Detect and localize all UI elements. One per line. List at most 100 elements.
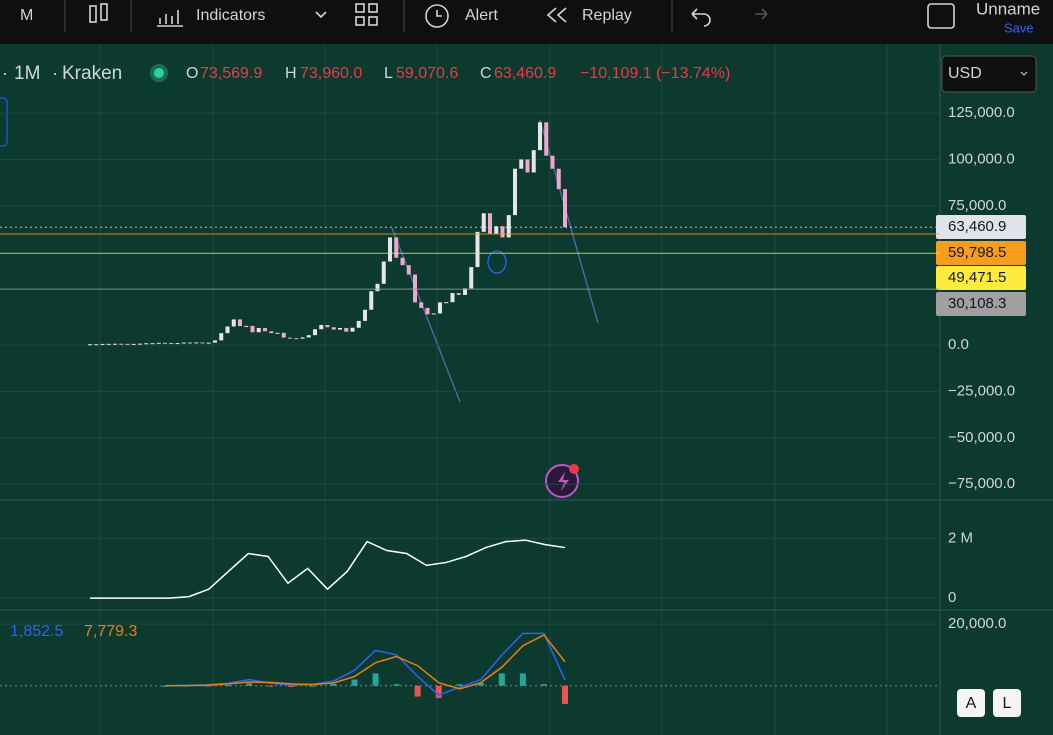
candle [256,327,261,333]
candle [338,327,342,330]
histogram-bar [540,684,547,686]
auto-scale-button[interactable] [957,689,985,717]
price-tag [936,266,1026,290]
candle [119,343,124,345]
status-dot [154,68,164,78]
candle [250,325,255,333]
legend-exchange: Kraken [62,63,122,84]
y-tick-label: 125,000.0 [948,104,1015,121]
candle [275,332,280,334]
candle [306,335,311,338]
candle [181,342,186,344]
candle [281,332,286,338]
ohlc-value: 63,460.9 [494,65,556,82]
ohlc-label: C [480,65,492,82]
legend-dot: · [52,63,58,83]
candle [325,324,330,328]
indicators-button[interactable]: Indicators [196,7,265,24]
ohlc-label: H [285,65,297,82]
macd-legend-value: 1,852.5 [10,623,63,640]
y-tick-label: 0 [948,589,956,606]
candle [369,291,374,310]
candle [394,237,399,258]
ohlc-label: L [384,65,393,82]
y-tick-label: 75,000.0 [948,197,1006,214]
candle [438,302,442,314]
side-tab[interactable] [0,97,8,147]
candle [475,231,480,268]
candle [388,237,392,262]
histogram-bar [456,684,463,686]
candle [200,342,205,344]
assistant-icon[interactable] [545,464,579,498]
interval-button[interactable]: M [20,7,33,24]
candle [538,122,542,151]
price-tag-label: 63,460.9 [948,218,1006,235]
candle [225,326,230,334]
candle [244,325,249,327]
y-tick-label: −50,000.0 [948,429,1015,446]
save-label[interactable]: Save [1004,20,1034,35]
price-tag-label: 59,798.5 [948,244,1006,261]
candle [531,150,536,173]
candle [400,257,405,266]
candle [331,327,336,330]
histogram-bar [519,673,526,686]
candle [494,226,499,234]
button-label[interactable]: L [1003,695,1012,712]
histogram-bar [162,685,168,687]
histogram-bar [372,673,379,686]
candle [525,159,530,173]
candle [431,313,436,315]
candle [138,343,142,345]
legend-dot: · [2,63,8,83]
candle [313,329,317,336]
volume-line [90,539,566,599]
candle [556,168,561,190]
candle [413,274,417,303]
candle [488,213,492,234]
currency-select[interactable] [941,55,1037,93]
candle [131,343,136,345]
histogram-bar [267,685,274,687]
histogram-bar [414,685,421,697]
histogram-bar [246,683,253,686]
candle [288,337,292,339]
candle [563,189,567,228]
candle [550,155,555,169]
candle [444,302,449,304]
candle [363,309,367,321]
candle [169,342,174,344]
y-tick-label: −75,000.0 [948,475,1015,492]
price-tag [936,241,1026,265]
candle [463,288,467,295]
currency-label[interactable]: USD [948,65,982,82]
histogram-bar [393,684,400,686]
candle [300,337,305,339]
alert-button[interactable]: Alert [465,7,498,24]
candle [100,343,105,345]
candle [406,265,411,275]
button-label[interactable]: A [966,695,977,712]
candle [469,267,474,289]
histogram-bar [435,685,442,699]
candle [175,343,180,345]
candle [231,319,236,327]
replay-button[interactable]: Replay [582,7,632,24]
candle [144,343,149,345]
candle [188,342,192,344]
macd-line [164,633,566,690]
log-scale-button[interactable] [993,689,1021,717]
layout-name[interactable]: Unname [976,0,1040,18]
candle [344,327,349,332]
histogram-bar [204,685,211,687]
candle [294,338,299,340]
candle [219,333,224,341]
y-tick-label: 0.0 [948,336,969,353]
select-arrow [1020,71,1028,76]
candle [456,293,461,295]
macd-line [164,632,566,696]
ohlc-label: O [186,65,198,82]
candle [419,302,424,308]
